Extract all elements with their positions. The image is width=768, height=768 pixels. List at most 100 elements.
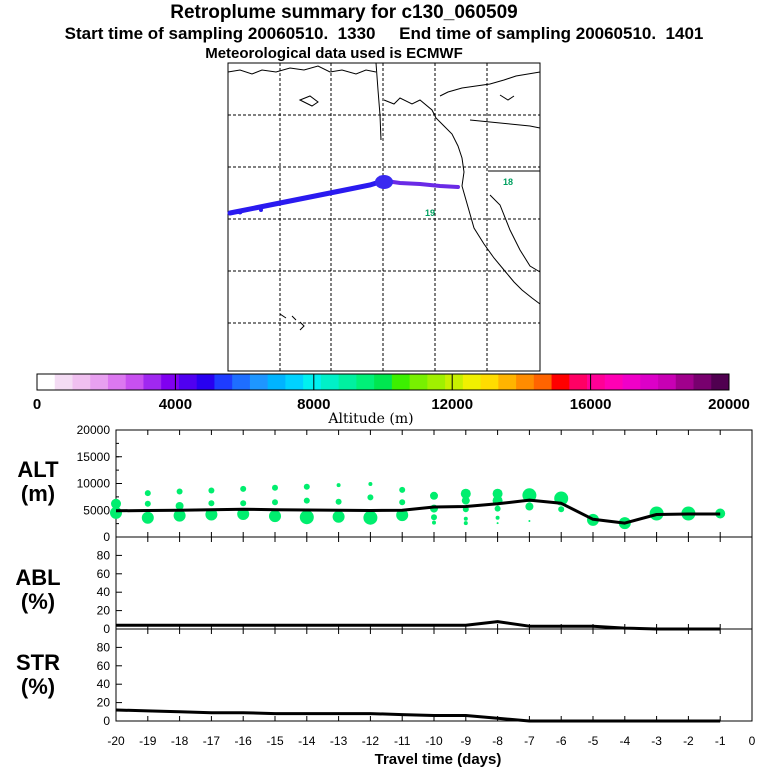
x-tick-label: -15 xyxy=(266,734,284,748)
x-tick-label: -14 xyxy=(298,734,316,748)
colorbar-swatch xyxy=(161,374,180,390)
altitude-dot xyxy=(141,511,154,524)
altitude-dot xyxy=(303,483,310,490)
str-unit: (%) xyxy=(20,674,56,699)
colorbar-swatch xyxy=(533,374,552,390)
colorbar-swatch xyxy=(462,374,481,390)
altitude-dot xyxy=(367,494,374,501)
altitude-dot xyxy=(269,510,281,523)
x-tick-label: -13 xyxy=(330,734,348,748)
colorbar-swatch xyxy=(587,374,606,390)
colorbar-swatch xyxy=(445,374,464,390)
x-tick-label: -18 xyxy=(171,734,189,748)
series-line xyxy=(116,620,721,631)
altitude-dot xyxy=(208,487,215,494)
colorbar-swatch xyxy=(427,374,446,390)
x-tick-label: -19 xyxy=(139,734,157,748)
coastlines xyxy=(227,62,541,331)
map-gridlines xyxy=(228,63,540,371)
altitude-dot xyxy=(144,490,151,497)
colorbar-swatch xyxy=(232,374,251,390)
colorbar-swatch xyxy=(285,374,304,390)
colorbar-swatch xyxy=(107,374,127,390)
altitude-dot xyxy=(299,510,314,525)
y-tick-label: 0 xyxy=(103,714,110,728)
colorbar-tick-labels: 0 4000 8000 12000 16000 20000 xyxy=(33,374,750,413)
chart-title: Retroplume summary for c130_060509 xyxy=(170,2,518,23)
colorbar-swatch xyxy=(640,374,659,390)
colorbar-swatch xyxy=(480,374,499,390)
altitude-dot xyxy=(528,520,531,522)
trajectory-west-segment xyxy=(227,177,389,216)
colorbar-swatch xyxy=(374,374,393,390)
x-tick-label: -9 xyxy=(460,734,471,748)
colorbar-swatch xyxy=(658,374,677,390)
altitude-dot xyxy=(492,488,503,499)
abl-unit: (%) xyxy=(20,589,56,614)
y-tick-label: 80 xyxy=(97,548,111,562)
colorbar-swatch xyxy=(516,374,535,390)
x-axis: -20 -19 -18 -17 -16 -15 -14 -13 -12 -11 -10 -9 -8 -7-… xyxy=(107,734,755,748)
colorbar-swatch xyxy=(622,374,641,390)
x-tick-label: -20 xyxy=(107,734,125,748)
altitude-dot xyxy=(144,500,151,507)
y-tick-label: 60 xyxy=(97,567,111,581)
map-label-19: 19 xyxy=(425,208,435,218)
altitude-dot xyxy=(463,521,468,526)
colorbar-swatch xyxy=(267,374,286,390)
colorbar-tick-label: 4000 xyxy=(159,396,192,413)
altitude-dot xyxy=(336,483,341,488)
altitude-dot xyxy=(272,499,278,506)
alt-panel-label: ALT (m) xyxy=(10,458,66,506)
y-tick-label: 10000 xyxy=(77,477,111,491)
colorbar-title: Altitude (m) xyxy=(327,411,413,427)
altitude-dot xyxy=(240,500,247,507)
altitude-dot xyxy=(494,505,501,512)
altitude-dot xyxy=(240,485,247,492)
altitude-dot xyxy=(368,482,373,486)
x-tick-label: -2 xyxy=(683,734,694,748)
colorbar-swatch xyxy=(391,374,411,390)
abl-label: ABL xyxy=(15,565,61,590)
altitude-dot xyxy=(237,508,250,520)
y-tick-label: 40 xyxy=(97,677,111,691)
colorbar-swatch xyxy=(693,374,712,390)
trajectory-east-segment xyxy=(384,179,460,189)
y-tick-label: 80 xyxy=(97,640,111,654)
colorbar-swatch xyxy=(320,374,340,390)
colorbar-tick-label: 12000 xyxy=(431,396,473,413)
y-tick-label: 20000 xyxy=(77,423,111,437)
altitude-dot xyxy=(522,488,537,503)
y-tick-label: 0 xyxy=(103,530,110,544)
altitude-dot xyxy=(495,515,500,520)
altitude-dot xyxy=(460,488,471,499)
y-tick-label: 20 xyxy=(97,696,111,710)
x-tick-label: -11 xyxy=(394,734,411,748)
map-label-18: 18 xyxy=(503,177,513,187)
altitude-colorbar xyxy=(36,373,730,391)
trajectory-point xyxy=(259,208,263,212)
panel-frame xyxy=(115,536,753,630)
y-tick-label: 5000 xyxy=(83,503,110,517)
str-label: STR xyxy=(16,650,60,675)
abl-panel-label: ABL (%) xyxy=(10,566,66,614)
colorbar-swatch xyxy=(90,374,109,390)
altitude-dot xyxy=(430,491,438,500)
trajectory-cluster-marker xyxy=(375,175,393,189)
panel-frame xyxy=(115,628,753,722)
altitude-dot xyxy=(111,498,121,509)
panel-alt: 0 5000 10000 15000 20000 xyxy=(77,423,753,544)
colorbar-swatch xyxy=(675,374,694,390)
altitude-dot xyxy=(399,486,406,493)
colorbar-swatch xyxy=(409,374,428,390)
panel-abl: 0 20 40 60 80 xyxy=(97,536,753,636)
colorbar-tick-label: 20000 xyxy=(708,396,750,413)
x-tick-label: -3 xyxy=(651,734,662,748)
colorbar-swatch xyxy=(54,374,73,390)
y-tick-label: 15000 xyxy=(77,450,111,464)
time-series-panels: 0 5000 10000 15000 20000 0 20 40 60 80 0 20 40 60 80 xyxy=(77,423,753,728)
altitude-dot xyxy=(496,522,499,525)
colorbar-swatch xyxy=(551,374,570,390)
altitude-dot xyxy=(432,520,436,525)
